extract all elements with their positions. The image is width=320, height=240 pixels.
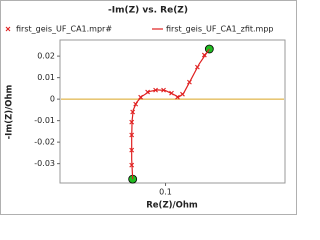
- legend-swatch: [5, 26, 11, 32]
- y-axis-label: -Im(Z)/Ohm: [5, 84, 15, 139]
- y-tick-label: -0.01: [34, 116, 55, 125]
- y-tick-label: 0.02: [37, 52, 55, 61]
- y-tick-label: -0.02: [34, 138, 55, 147]
- fit-line: [131, 48, 210, 180]
- plot-area: [59, 39, 286, 184]
- y-tick-label: -0.03: [34, 159, 55, 168]
- y-tick-label: 0: [50, 95, 55, 104]
- y-tick-label: 0.01: [37, 73, 55, 82]
- x-axis-label: Re(Z)/Ohm: [146, 201, 198, 211]
- chart-title: -Im(Z) vs. Re(Z): [108, 6, 188, 16]
- x-tick-label: 0.1: [159, 188, 172, 197]
- legend-label: first_geis_UF_CA1_zfit.mpp: [166, 25, 274, 34]
- page: -Im(Z) vs. Re(Z) Re(Z)/Ohm -Im(Z)/Ohm 0.…: [0, 0, 297, 215]
- chart: -Im(Z) vs. Re(Z) Re(Z)/Ohm -Im(Z)/Ohm 0.…: [0, 0, 297, 215]
- legend-label: first_geis_UF_CA1.mpr#: [16, 25, 112, 34]
